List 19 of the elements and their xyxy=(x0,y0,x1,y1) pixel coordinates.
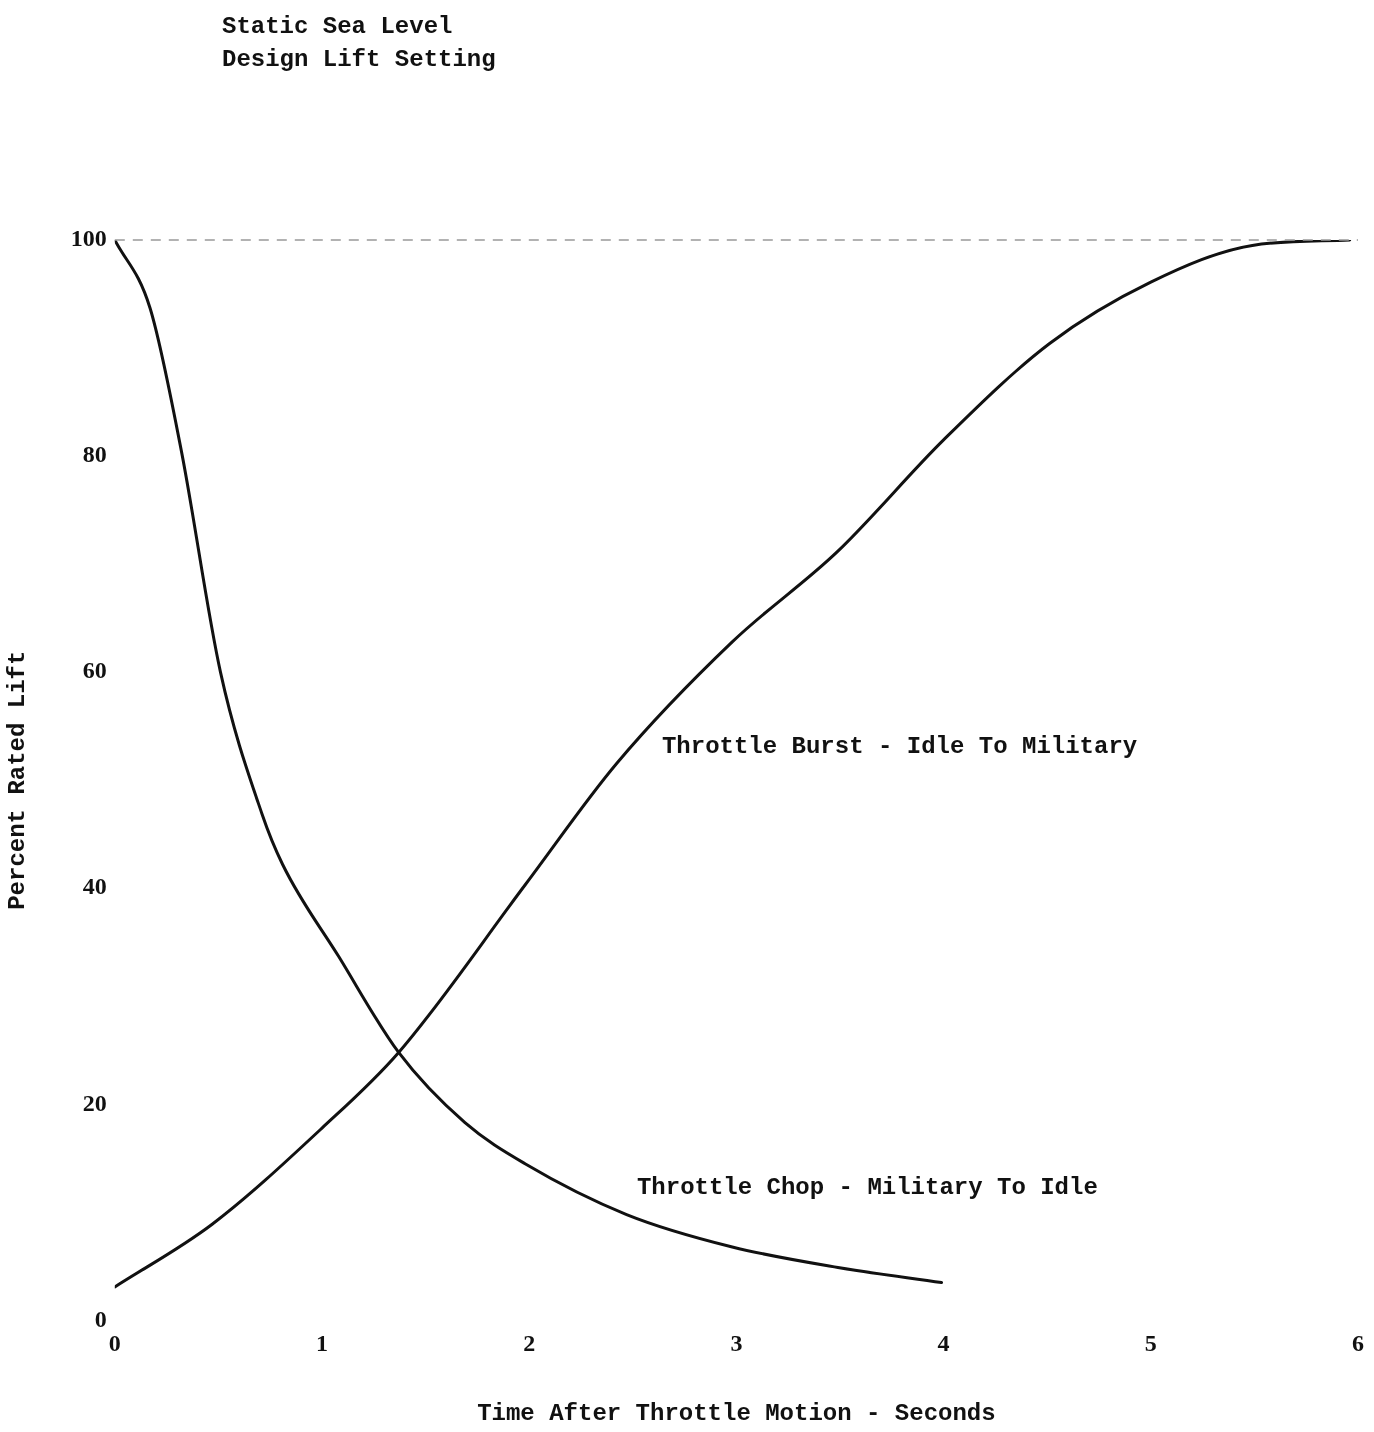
y-axis-title: Percent Rated Lift xyxy=(4,650,32,910)
x-tick-label: 1 xyxy=(316,1330,328,1356)
y-tick-label: 0 xyxy=(94,1305,107,1332)
y-tick-label: 20 xyxy=(82,1089,107,1116)
series-label: Throttle Burst - Idle To Military xyxy=(661,733,1138,761)
x-tick-label: 6 xyxy=(1352,1330,1364,1356)
y-tick-label: 80 xyxy=(82,441,107,468)
chart-subtitle: Design Lift Setting xyxy=(222,45,496,75)
x-tick-label: 3 xyxy=(730,1330,743,1356)
y-tick-label: 100 xyxy=(70,225,107,252)
x-tick-label: 4 xyxy=(937,1330,950,1356)
x-tick-label: 5 xyxy=(1144,1330,1157,1356)
chart-title: Static Sea Level xyxy=(222,12,454,42)
series-label: Throttle Chop - Military To Idle xyxy=(636,1173,1098,1201)
x-axis-title: Time After Throttle Motion - Seconds xyxy=(477,1399,996,1427)
y-tick-label: 60 xyxy=(82,657,107,684)
x-tick-label: 2 xyxy=(523,1330,536,1356)
line-series xyxy=(114,240,1352,1289)
y-tick-label: 40 xyxy=(82,873,107,900)
